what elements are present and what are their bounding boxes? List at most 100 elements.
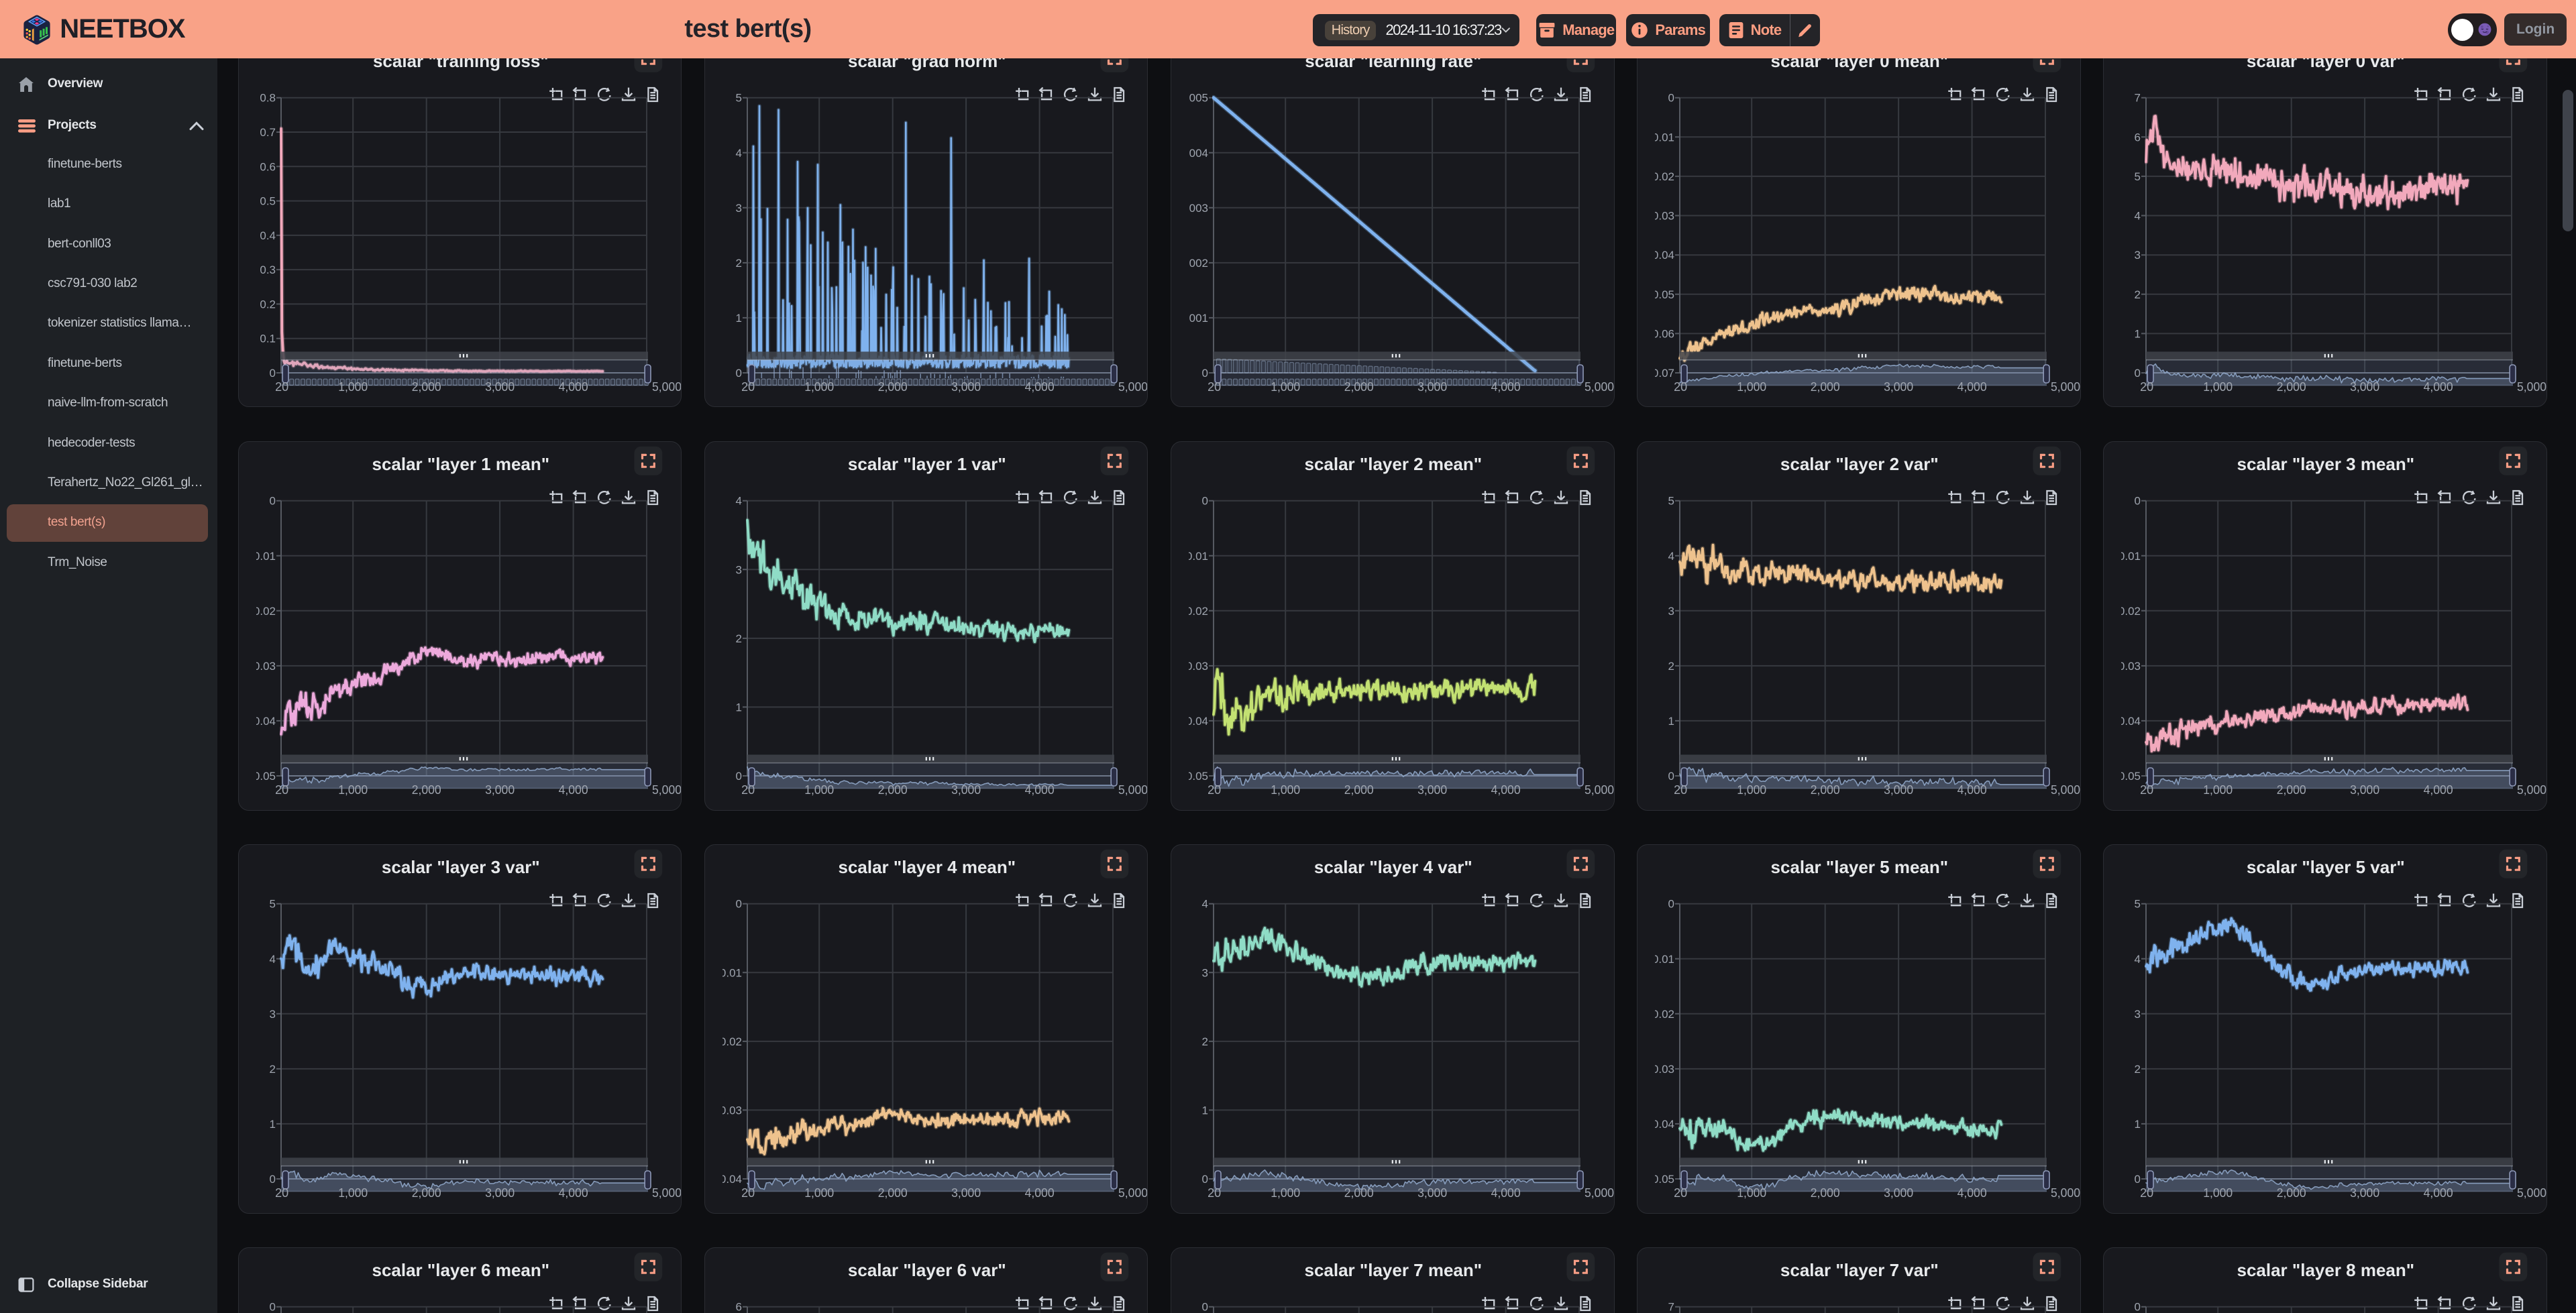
svg-text:4,000: 4,000 (1957, 380, 1987, 394)
svg-text:-0.02: -0.02 (1182, 605, 1208, 618)
svg-text:-0.04: -0.04 (1182, 715, 1208, 728)
svg-text:0.002: 0.002 (1179, 257, 1208, 270)
svg-text:0.003: 0.003 (1179, 202, 1208, 215)
svg-text:1,000: 1,000 (2204, 380, 2233, 394)
svg-text:1: 1 (1668, 715, 1674, 728)
svg-text:3,000: 3,000 (1417, 380, 1447, 394)
svg-text:-0.02: -0.02 (2115, 605, 2141, 618)
svg-text:3,000: 3,000 (951, 380, 981, 394)
svg-text:0: 0 (1202, 1173, 1208, 1186)
svg-text:5,000: 5,000 (2517, 380, 2546, 394)
svg-text:2: 2 (735, 632, 741, 645)
svg-text:5,000: 5,000 (1118, 783, 1148, 797)
svg-text:2,000: 2,000 (1811, 783, 1840, 797)
svg-text:0: 0 (2135, 1173, 2141, 1186)
svg-text:4,000: 4,000 (1491, 380, 1521, 394)
svg-text:20: 20 (1208, 1186, 1221, 1200)
svg-text:0.004: 0.004 (1179, 147, 1208, 160)
svg-text:5,000: 5,000 (1585, 380, 1614, 394)
svg-text:20: 20 (741, 1186, 755, 1200)
svg-text:-0.01: -0.01 (250, 550, 276, 563)
svg-text:-0.03: -0.03 (1648, 1063, 1674, 1076)
svg-text:1: 1 (1202, 1104, 1208, 1117)
svg-text:2,000: 2,000 (2277, 783, 2306, 797)
svg-text:3: 3 (735, 202, 741, 215)
svg-text:1: 1 (735, 701, 741, 713)
svg-text:0: 0 (1202, 495, 1208, 508)
svg-text:20: 20 (2141, 783, 2154, 797)
svg-text:1,000: 1,000 (804, 783, 834, 797)
svg-text:3: 3 (1202, 966, 1208, 979)
svg-text:5: 5 (1668, 495, 1674, 508)
svg-text:-0.02: -0.02 (250, 605, 276, 618)
svg-text:4,000: 4,000 (1491, 1186, 1521, 1200)
svg-text:3: 3 (2135, 249, 2141, 262)
svg-text:7: 7 (2135, 92, 2141, 105)
svg-text:-0.01: -0.01 (716, 966, 742, 979)
svg-text:0: 0 (735, 367, 741, 380)
svg-text:-0.04: -0.04 (2115, 715, 2141, 728)
svg-text:0: 0 (269, 1301, 275, 1313)
svg-text:3,000: 3,000 (2350, 1186, 2379, 1200)
svg-text:scalar "layer 6 var": scalar "layer 6 var" (848, 1260, 1006, 1280)
svg-text:0: 0 (1668, 92, 1674, 105)
svg-text:5,000: 5,000 (652, 1186, 682, 1200)
svg-text:scalar "layer 1 mean": scalar "layer 1 mean" (372, 454, 549, 474)
svg-text:-0.07: -0.07 (1648, 367, 1674, 380)
svg-text:5,000: 5,000 (2051, 783, 2080, 797)
svg-text:4: 4 (2135, 209, 2141, 222)
svg-text:5,000: 5,000 (1585, 1186, 1614, 1200)
svg-text:4,000: 4,000 (2424, 380, 2453, 394)
svg-text:-0.05: -0.05 (1648, 288, 1674, 301)
svg-text:2,000: 2,000 (877, 380, 907, 394)
svg-text:5,000: 5,000 (1118, 1186, 1148, 1200)
svg-text:4,000: 4,000 (1491, 783, 1521, 797)
svg-text:5,000: 5,000 (2051, 1186, 2080, 1200)
svg-text:1,000: 1,000 (338, 380, 368, 394)
svg-text:1,000: 1,000 (2204, 783, 2233, 797)
svg-text:0.5: 0.5 (260, 194, 276, 207)
svg-text:2,000: 2,000 (2277, 380, 2306, 394)
svg-text:-0.05: -0.05 (1648, 1173, 1674, 1186)
svg-text:-0.04: -0.04 (716, 1173, 742, 1186)
svg-text:4: 4 (1202, 898, 1208, 911)
svg-text:3,000: 3,000 (2350, 783, 2379, 797)
svg-text:2,000: 2,000 (411, 1186, 441, 1200)
svg-text:2,000: 2,000 (1344, 380, 1374, 394)
svg-text:3,000: 3,000 (951, 783, 981, 797)
svg-text:1: 1 (735, 312, 741, 325)
svg-text:20: 20 (275, 1186, 288, 1200)
svg-text:0.8: 0.8 (260, 92, 276, 105)
svg-text:3,000: 3,000 (951, 1186, 981, 1200)
svg-text:3,000: 3,000 (485, 380, 515, 394)
svg-text:2,000: 2,000 (411, 783, 441, 797)
svg-text:3: 3 (735, 563, 741, 576)
svg-text:0.001: 0.001 (1179, 312, 1208, 325)
svg-text:1: 1 (2135, 1118, 2141, 1131)
svg-text:5,000: 5,000 (2517, 1186, 2546, 1200)
svg-text:0: 0 (2135, 495, 2141, 508)
svg-text:-0.01: -0.01 (1648, 131, 1674, 144)
svg-text:scalar "layer 5 var": scalar "layer 5 var" (2247, 857, 2405, 877)
svg-text:2,000: 2,000 (411, 380, 441, 394)
svg-text:3,000: 3,000 (1417, 783, 1447, 797)
svg-text:scalar "layer 2 mean": scalar "layer 2 mean" (1304, 454, 1482, 474)
svg-text:0: 0 (269, 495, 275, 508)
svg-text:-0.02: -0.02 (1648, 170, 1674, 183)
svg-text:3: 3 (2135, 1008, 2141, 1021)
svg-text:5: 5 (2135, 898, 2141, 911)
svg-text:1: 1 (269, 1118, 275, 1131)
svg-text:0: 0 (2135, 1301, 2141, 1313)
svg-text:scalar "layer 7 mean": scalar "layer 7 mean" (1304, 1260, 1482, 1280)
svg-text:4: 4 (735, 495, 741, 508)
svg-text:scalar "layer 3 mean": scalar "layer 3 mean" (2237, 454, 2415, 474)
svg-text:-0.03: -0.03 (716, 1104, 742, 1117)
svg-text:3,000: 3,000 (2350, 380, 2379, 394)
svg-text:4: 4 (1668, 550, 1674, 563)
svg-text:5: 5 (2135, 170, 2141, 183)
svg-text:0: 0 (735, 770, 741, 783)
svg-text:3,000: 3,000 (485, 783, 515, 797)
svg-text:0: 0 (269, 367, 275, 380)
svg-text:1,000: 1,000 (804, 380, 834, 394)
svg-text:0.4: 0.4 (260, 229, 276, 242)
